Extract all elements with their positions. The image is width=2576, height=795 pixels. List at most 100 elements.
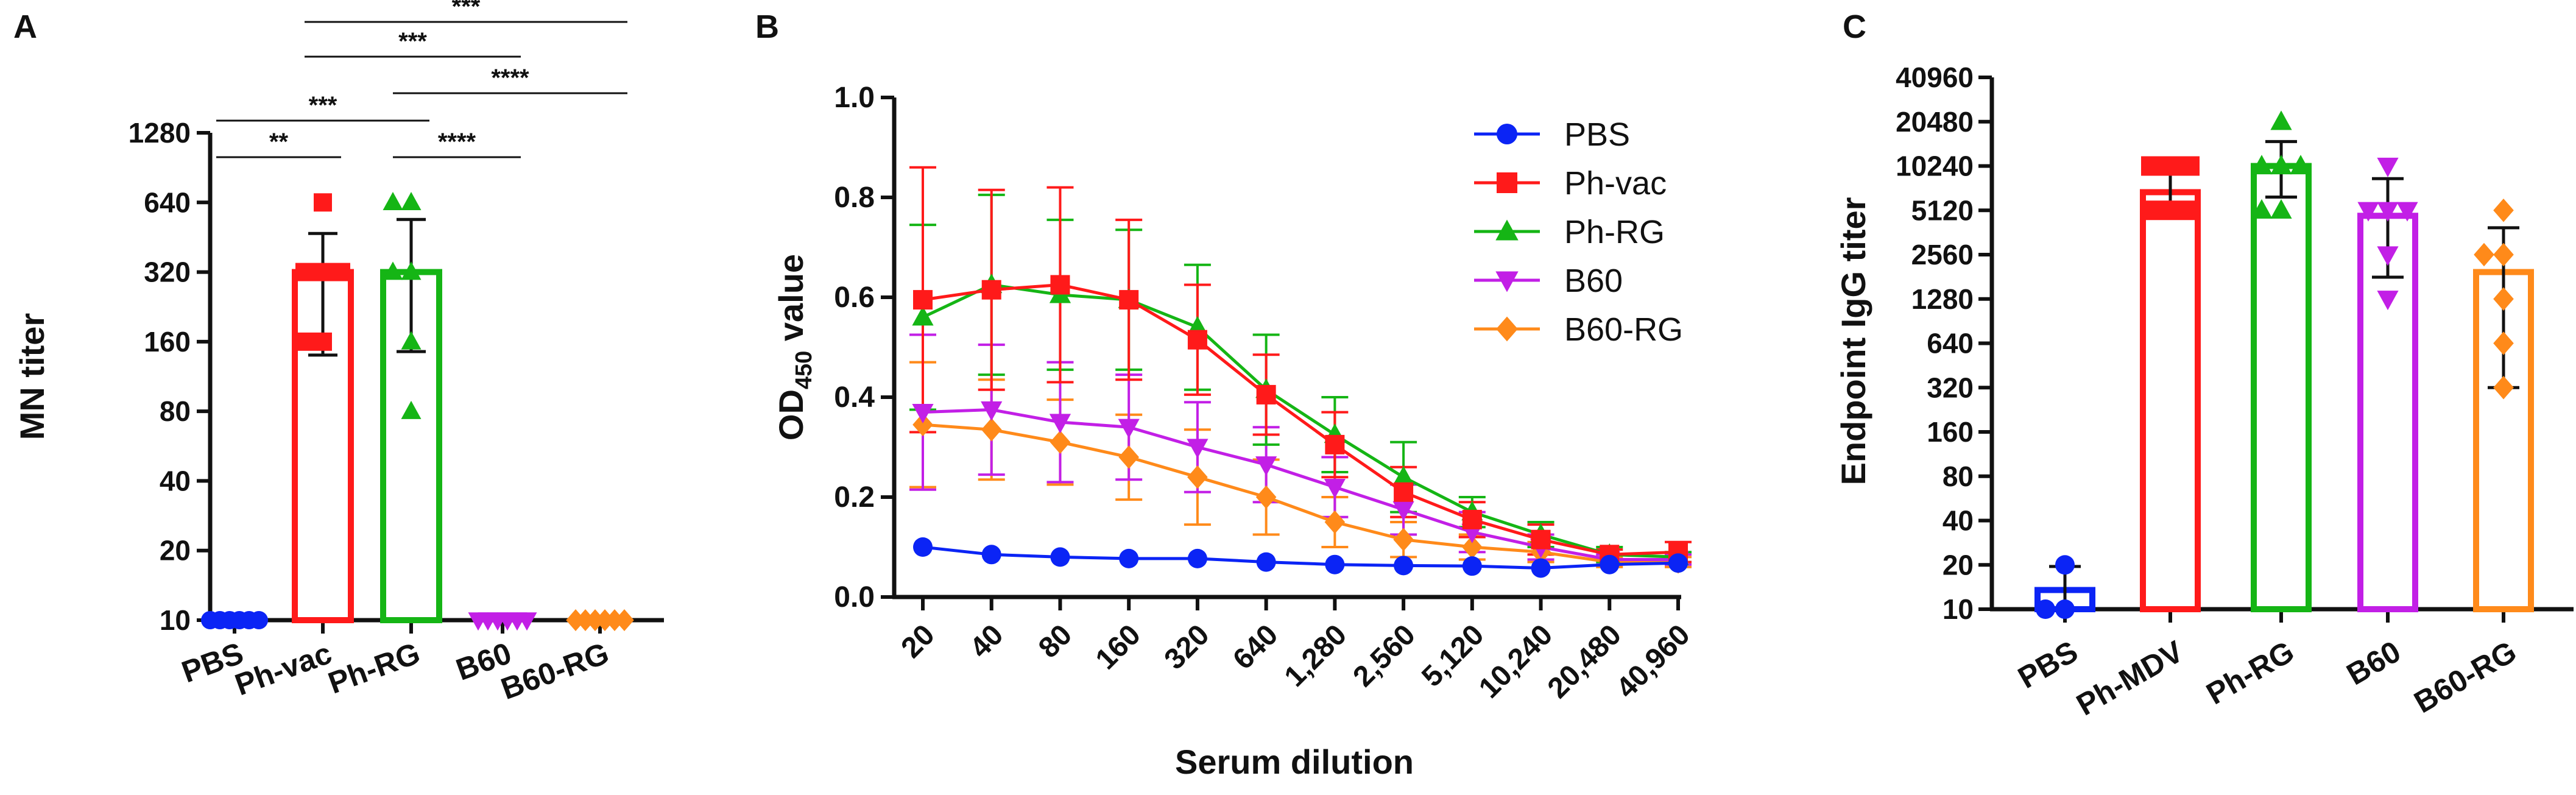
series-line	[922, 545, 1679, 570]
y-axis-title: Endpoint IgG titer	[1834, 197, 1872, 486]
data-point	[1118, 445, 1139, 469]
significance-label: ****	[438, 129, 476, 155]
x-tick-label: 1,280	[1279, 618, 1353, 693]
data-point	[1255, 485, 1277, 509]
data-point	[2055, 555, 2075, 575]
y-tick-label: 160	[1927, 416, 1974, 448]
y-tick-label: 0.8	[834, 182, 875, 214]
data-point	[566, 609, 585, 631]
y-axis-title-subscript: 450	[791, 351, 817, 389]
data-point	[2377, 157, 2399, 177]
significance-label: ***	[452, 0, 481, 20]
data-point	[314, 263, 332, 281]
y-tick-label: 0.0	[834, 581, 875, 613]
data-point	[2270, 155, 2292, 175]
data-point	[295, 332, 314, 351]
y-tick-label: 20	[160, 535, 191, 567]
data-point	[2290, 155, 2312, 175]
series-line	[922, 283, 1679, 556]
data-point	[605, 609, 624, 631]
y-tick-label: 1280	[129, 117, 191, 149]
y-axis-title-suffix: value	[772, 254, 810, 351]
data-point	[517, 612, 537, 631]
data-point	[2161, 200, 2180, 221]
x-tick-label: 40,960	[1610, 618, 1696, 704]
panel-a: AMN titer102040801603206401280PBSPh-vacP…	[13, 0, 664, 706]
data-point	[981, 401, 1003, 421]
data-point	[913, 290, 933, 310]
x-tick-label: 160	[1090, 618, 1147, 676]
significance-label: ****	[491, 65, 529, 91]
data-point	[981, 545, 1001, 565]
data-point	[2251, 199, 2273, 219]
y-tick-label: 10	[160, 604, 191, 636]
data-point	[2493, 331, 2514, 355]
data-point	[1393, 528, 1414, 551]
data-point	[1392, 501, 1414, 521]
data-point	[576, 609, 595, 631]
data-point	[1118, 419, 1140, 439]
data-point	[383, 261, 403, 280]
data-point	[1256, 384, 1276, 405]
legend-marker	[1495, 219, 1519, 241]
series-line	[922, 423, 1678, 564]
panel-label-a: A	[13, 9, 37, 45]
panel-b: B OD450 value Serum dilution 0.0 0.2 0.4 0.6 0.…	[755, 9, 1696, 781]
data-point	[2377, 246, 2399, 266]
y-tick-label: 320	[1927, 372, 1974, 403]
legend-label: Ph-RG	[1564, 214, 1665, 250]
x-tick-label: Ph-vac	[231, 636, 336, 702]
data-point	[913, 537, 933, 557]
data-point	[1531, 558, 1551, 578]
data-point	[1050, 430, 1071, 454]
data-point	[401, 400, 422, 419]
x-tick-label: B60	[2341, 634, 2406, 691]
y-tick-label: 5120	[1911, 194, 1974, 226]
data-point	[1394, 482, 1414, 502]
y-tick-label: 640	[144, 186, 191, 218]
legend-label: Ph-vac	[1564, 165, 1667, 202]
y-tick-label: 1280	[1911, 283, 1974, 315]
x-tick-label: 640	[1227, 618, 1284, 676]
y-tick-label: 640	[1927, 328, 1974, 359]
x-tick-label: 80	[1032, 618, 1078, 664]
data-point	[1050, 275, 1070, 295]
data-point	[2141, 200, 2161, 221]
data-point	[314, 332, 332, 351]
data-point	[295, 263, 314, 281]
data-point	[2474, 242, 2494, 267]
data-point	[383, 192, 403, 211]
data-point	[1325, 434, 1345, 454]
data-point	[2251, 155, 2273, 175]
y-tick-label: 20480	[1896, 106, 1974, 138]
data-point	[585, 609, 605, 631]
data-point	[912, 306, 934, 326]
panel-c: C Endpoint IgG titer 10 20 40 80 160 320 640 1280…	[1834, 9, 2574, 722]
y-axis-title-main: OD	[772, 389, 810, 440]
bar	[2251, 163, 2312, 612]
legend-marker	[1497, 124, 1517, 144]
x-tick-label: B60-RG	[496, 636, 613, 706]
data-point	[401, 261, 422, 280]
data-point	[981, 280, 1001, 300]
panel-label-b: B	[755, 9, 779, 45]
legend-label: B60	[1564, 263, 1623, 299]
data-point	[981, 418, 1002, 442]
data-point	[2270, 110, 2292, 130]
data-point	[401, 331, 422, 350]
x-tick-label: Ph-RG	[2201, 634, 2300, 711]
y-tick-label: 320	[144, 256, 191, 288]
data-point	[2493, 199, 2514, 222]
data-point	[1187, 465, 1208, 489]
x-axis-title: Serum dilution	[1175, 743, 1414, 781]
data-point	[2493, 242, 2514, 267]
data-point	[615, 609, 634, 631]
series-line	[922, 283, 1679, 559]
bar	[2140, 189, 2201, 612]
series-line	[922, 408, 1678, 561]
x-tick-label: 10,240	[1473, 618, 1559, 704]
data-point	[401, 192, 422, 211]
data-point	[1668, 553, 1688, 573]
x-tick-label: B60-RG	[2408, 634, 2522, 719]
